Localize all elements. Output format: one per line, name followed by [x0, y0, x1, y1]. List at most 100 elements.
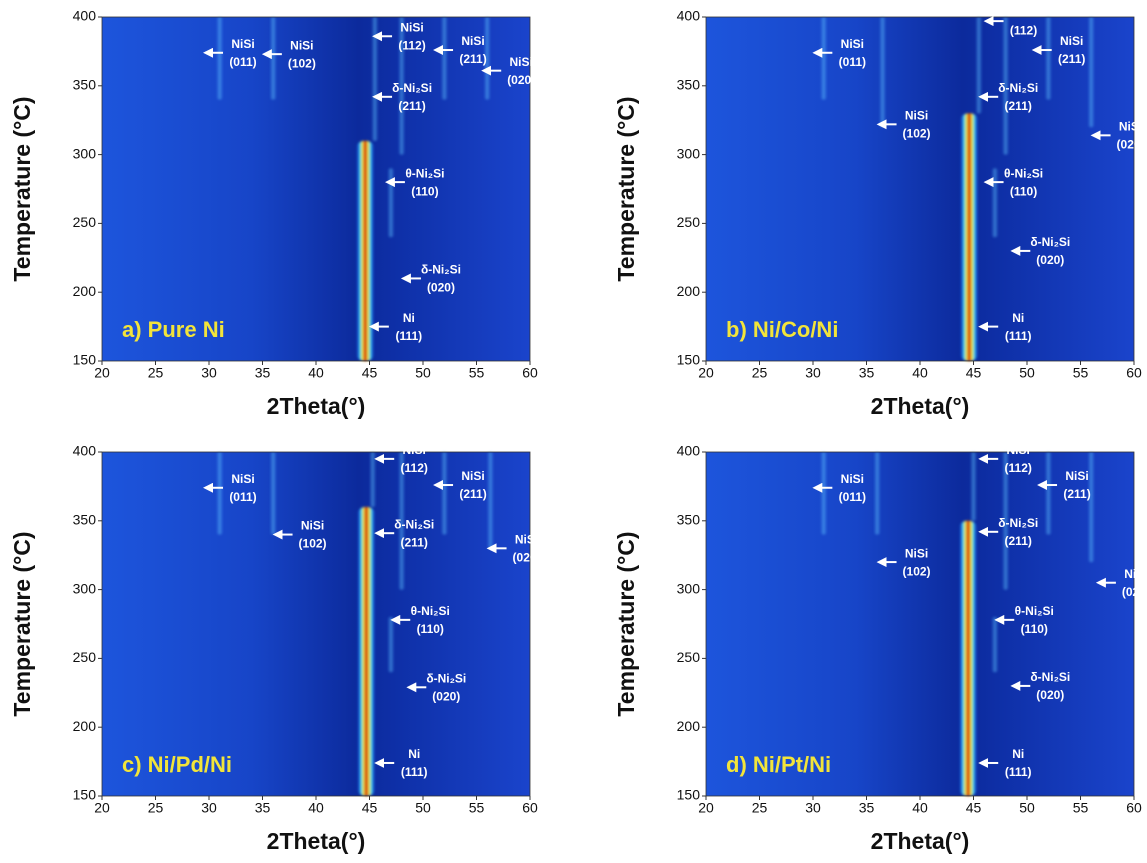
y-tick-label: 300 [677, 580, 701, 596]
annotation-text: δ-Ni₂Si [421, 263, 461, 277]
annotation-text: (020) [1036, 253, 1064, 267]
heatmap-background [706, 17, 1134, 361]
annotation-text: Ni [1012, 311, 1024, 325]
x-tick-label: 60 [522, 800, 538, 816]
y-tick-label: 350 [677, 512, 701, 528]
x-tick-label: 45 [362, 365, 378, 381]
x-tick-label: 40 [308, 800, 324, 816]
annotation-text: (020) [1117, 138, 1145, 152]
annotation-text: (020) [1036, 688, 1064, 702]
annotation-text: (020) [507, 73, 535, 87]
annotation-text: (211) [1063, 487, 1090, 501]
x-tick-label: 20 [94, 800, 110, 816]
annotation-text: θ-Ni₂Si [405, 166, 444, 180]
y-axis-title: Temperature (°C) [9, 96, 35, 281]
x-axis-title: 2Theta(°) [871, 828, 970, 854]
y-tick-label: 200 [677, 718, 701, 734]
peak-streak [1044, 17, 1052, 100]
x-tick-label: 25 [148, 800, 164, 816]
peak-streak [820, 17, 828, 100]
annotation-text: (111) [1005, 329, 1032, 343]
annotation-text: (112) [398, 38, 425, 52]
y-tick-label: 250 [73, 649, 97, 665]
heatmap-background [102, 452, 530, 796]
y-tick-label: 150 [73, 787, 97, 803]
heatmap-background [102, 17, 530, 361]
x-tick-label: 30 [201, 800, 217, 816]
y-tick-label: 150 [73, 352, 97, 368]
x-tick-label: 20 [94, 365, 110, 381]
annotation-text: Ni [1012, 747, 1024, 761]
y-tick-label: 350 [73, 77, 97, 93]
y-tick-label: 200 [677, 283, 701, 299]
annotation-text: (110) [1010, 184, 1037, 198]
y-axis-title: Temperature (°C) [9, 531, 35, 716]
annotation-text: (110) [1021, 622, 1048, 636]
panel: 20 25 30 35 40 45 50 55 60 150 200 250 300 350 400 2The… [9, 443, 540, 854]
x-axis-title: 2Theta(°) [267, 828, 366, 854]
annotation-text: (112) [401, 461, 428, 475]
x-tick-label: 60 [1126, 365, 1142, 381]
annotation-text: (011) [229, 490, 256, 504]
x-axis-title: 2Theta(°) [267, 393, 366, 419]
annotation-text: (020) [1122, 585, 1147, 599]
x-tick-label: 55 [469, 800, 485, 816]
x-tick-label: 45 [966, 365, 982, 381]
x-tick-label: 25 [752, 365, 768, 381]
annotation-text: NiSi [1012, 5, 1035, 19]
x-tick-label: 55 [1073, 800, 1089, 816]
x-tick-label: 30 [201, 365, 217, 381]
y-tick-label: 400 [677, 8, 701, 24]
annotation-text: NiSi [1065, 469, 1088, 483]
annotation-text: NiSi [461, 469, 484, 483]
annotation-text: θ-Ni₂Si [1004, 166, 1043, 180]
main-peak [357, 507, 376, 796]
x-tick-label: 35 [859, 365, 875, 381]
x-tick-label: 55 [1073, 365, 1089, 381]
annotation-text: δ-Ni₂Si [392, 81, 432, 95]
annotation-text: δ-Ni₂Si [998, 81, 1038, 95]
panel: 20 25 30 35 40 45 50 55 60 150 200 250 300 350 400 2The… [613, 5, 1144, 419]
x-tick-label: 30 [805, 800, 821, 816]
annotation-text: (211) [459, 52, 486, 66]
annotation-text: NiSi [1124, 567, 1147, 581]
peak-streak [216, 17, 224, 100]
main-peak [959, 520, 978, 796]
peak-streak [369, 452, 377, 508]
x-tick-label: 55 [469, 365, 485, 381]
panel: 20 25 30 35 40 45 50 55 60 150 200 250 300 350 400 2The… [613, 443, 1147, 854]
annotation-text: (110) [417, 622, 444, 636]
annotation-text: (211) [401, 535, 428, 549]
annotation-text: (111) [395, 329, 422, 343]
peak-streak [991, 168, 999, 238]
peak-streak [483, 17, 491, 100]
peak-streak [820, 452, 828, 535]
annotation-text: Ni [408, 747, 420, 761]
x-tick-label: 40 [308, 365, 324, 381]
peak-streak [486, 452, 494, 549]
annotation-text: (211) [1058, 52, 1085, 66]
annotation-text: NiSi [461, 34, 484, 48]
x-tick-label: 45 [966, 800, 982, 816]
annotation-text: θ-Ni₂Si [411, 604, 450, 618]
main-peak [356, 140, 375, 361]
peak-streak [216, 452, 224, 535]
y-tick-label: 250 [73, 214, 97, 230]
annotation-text: δ-Ni₂Si [426, 671, 466, 685]
y-axis-title: Temperature (°C) [613, 531, 639, 716]
y-tick-label: 200 [73, 718, 97, 734]
y-tick-label: 150 [677, 787, 701, 803]
y-tick-label: 300 [677, 145, 701, 161]
annotation-text: NiSi [290, 38, 313, 52]
peak-streak [970, 452, 977, 521]
panel-label: a) Pure Ni [122, 317, 225, 342]
x-tick-label: 50 [415, 800, 431, 816]
x-tick-label: 35 [255, 800, 271, 816]
annotation-text: (020) [432, 689, 460, 703]
y-tick-label: 250 [677, 649, 701, 665]
annotation-text: (112) [1005, 461, 1032, 475]
y-tick-label: 400 [73, 8, 97, 24]
y-axis-title: Temperature (°C) [613, 96, 639, 281]
annotation-text: NiSi [1007, 443, 1030, 457]
